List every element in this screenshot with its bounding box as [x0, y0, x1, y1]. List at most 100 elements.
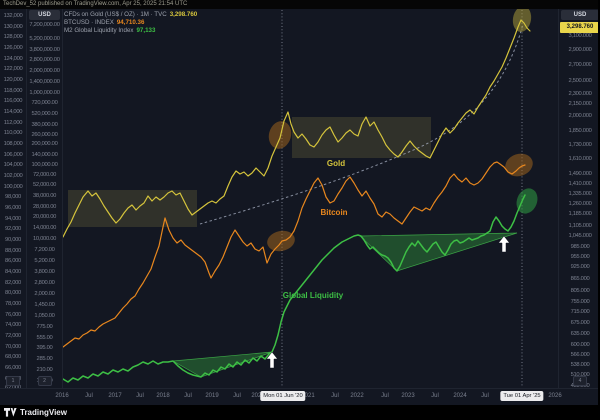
time-tick-label: Jul: [331, 393, 339, 399]
axis-tick-label: 74,000: [5, 321, 21, 328]
axis-tick-label: 3,100.000: [568, 32, 592, 39]
axis-tick-label: 715.000: [570, 308, 590, 315]
legend-row[interactable]: M2 Global Liquidity Index 97,133: [64, 27, 197, 35]
gold-series-line[interactable]: [63, 19, 531, 238]
global-liquidity-series-line[interactable]: [63, 194, 526, 383]
axis-tick-label: 100,000.00: [31, 161, 58, 168]
axis-tick-label: 675.000: [570, 319, 590, 326]
axis-tick-label: 2,500.000: [568, 77, 592, 84]
ellipse-highlight-annotation[interactable]: [502, 150, 535, 180]
axis-right[interactable]: USD 3,298.760 3,100.000 2,900.000 2,700.00…: [558, 9, 600, 388]
axis-tick-label: 116,000: [3, 97, 23, 104]
axis-tick-label: 120,000: [3, 76, 23, 83]
axis-tick-label: 520,000.00: [31, 110, 58, 117]
axis-tick-label: 395.00: [36, 344, 53, 351]
axis-tick-label: 5,200.00: [34, 257, 55, 264]
axis-tick-label: 86,000: [5, 257, 21, 264]
legend-symbol-title: BTCUSD · INDEX: [64, 19, 114, 26]
axis-tick-label: 2,800.00: [34, 279, 55, 286]
axis-tick-label: 260,000.00: [31, 131, 58, 138]
axis-tick-label: 88,000: [5, 247, 21, 254]
axis-tick-label: 5,200,000.00: [29, 35, 60, 42]
up-arrow-annotation[interactable]: [265, 351, 279, 369]
curved-trendline-annotation[interactable]: [199, 23, 524, 225]
axis-tick-label: 1,045.000: [568, 232, 592, 239]
axis-tick-label: 76,000: [5, 311, 21, 318]
pennant-triangle-annotation[interactable]: [359, 232, 518, 272]
time-tick-label: 2018: [156, 393, 170, 399]
axis-tick-label: 775.00: [36, 323, 53, 330]
axis-tick-label: 84,000: [5, 268, 21, 275]
time-tick-label: 2026: [548, 393, 562, 399]
scale-toggle-button[interactable]: 1: [6, 376, 20, 386]
bitcoin-series-line[interactable]: [63, 161, 526, 348]
plot-svg[interactable]: Gold Bitcoin Global Liquidity: [63, 9, 557, 388]
ellipse-highlight-annotation[interactable]: [266, 119, 294, 152]
date-marker-label: Mon 01 Jun '20: [260, 391, 306, 401]
time-tick-label: 2021: [301, 393, 315, 399]
axis-tick-label: 82,000: [5, 279, 21, 286]
chart-area[interactable]: 132,000 130,000 128,000 126,000 124,000 122,0…: [0, 9, 600, 406]
axis-tick-label: 3,800,000.00: [29, 46, 60, 53]
time-tick-label: Jul: [184, 393, 192, 399]
highlight-box-annotation[interactable]: [68, 190, 197, 227]
axis-left-outer[interactable]: 132,000 130,000 128,000 126,000 124,000 122,0…: [0, 9, 27, 388]
series-label-global-liquidity: Global Liquidity: [283, 291, 344, 300]
axis-tick-label: 3,800.00: [34, 268, 55, 275]
axis-tick-label: 102,000: [3, 172, 23, 179]
legend-row[interactable]: CFDs on Gold (US$ / OZ) · 1M · TVC 3,298.…: [64, 11, 197, 19]
axis-tick-label: 7,200,000.00: [29, 21, 60, 28]
axis-tick-label: 104,000: [3, 161, 23, 168]
bottom-bar: TradingView: [0, 405, 600, 420]
publish-bar: TechDev_52 published on TradingView.com,…: [0, 0, 600, 9]
tradingview-logo[interactable]: TradingView: [0, 405, 600, 417]
axis-tick-label: 538.000: [570, 361, 590, 368]
pennant-triangle-annotation[interactable]: [171, 351, 273, 378]
axis-tick-label: 600.000: [570, 341, 590, 348]
axis-tick-label: 380,000.00: [31, 121, 58, 128]
axis-currency-label: USD: [29, 10, 60, 20]
time-tick-label: 2024: [453, 393, 467, 399]
axis-tick-label: 28,000.00: [32, 203, 57, 210]
axis-tick-label: 1,730.000: [568, 141, 592, 148]
screen-edge: [598, 0, 600, 420]
axis-tick-label: 2,000.00: [34, 290, 55, 297]
axis-tick-label: 2,000.000: [568, 112, 592, 119]
legend-symbol-title: CFDs on Gold (US$ / OZ) · 1M · TVC: [64, 11, 167, 18]
ellipse-highlight-annotation[interactable]: [513, 185, 541, 217]
axis-tick-label: 62,000: [5, 384, 21, 389]
axis-tick-label: 78,000: [5, 300, 21, 307]
axis-tick-label: 1,400,000.00: [29, 78, 60, 85]
time-axis[interactable]: 2016 Jul 2017 Jul 2018 Jul 2019 Jul 2020 2021 Jul 2…: [0, 388, 600, 406]
ellipse-highlight-annotation[interactable]: [265, 228, 297, 253]
axis-tick-label: 10,000.00: [32, 235, 57, 242]
axis-tick-label: 130,000: [3, 23, 23, 30]
axis-tick-label: 2,800,000.00: [29, 56, 60, 63]
axis-tick-label: 1,000,000.00: [29, 89, 60, 96]
axis-tick-label: 96,000: [5, 204, 21, 211]
tradingview-logo-text: TradingView: [20, 408, 67, 417]
axis-left-inner[interactable]: USD 7,200,000.00 5,200,000.00 3,800,000.00…: [27, 9, 63, 388]
axis-tick-label: 2,150.000: [568, 100, 592, 107]
last-price-label: 3,298.760: [560, 22, 600, 33]
axis-tick-label: 132,000: [3, 12, 23, 19]
time-tick-label: 2023: [401, 393, 415, 399]
ellipse-highlight-annotation[interactable]: [511, 9, 533, 33]
scale-toggle-button[interactable]: 2: [37, 376, 52, 386]
axis-tick-label: 210.00: [36, 366, 53, 373]
legend-row[interactable]: BTCUSD · INDEX 94,710.36: [64, 19, 197, 27]
axis-tick-label: 1,610.000: [568, 155, 592, 162]
up-arrow-annotation[interactable]: [497, 235, 511, 253]
scale-toggle-button[interactable]: 4: [573, 376, 587, 386]
axis-tick-label: 66,000: [5, 364, 21, 371]
time-tick-label: Jul: [85, 393, 93, 399]
axis-tick-label: 1,335.000: [568, 190, 592, 197]
axis-tick-label: 70,000: [5, 343, 21, 350]
axis-tick-label: 92,000: [5, 225, 21, 232]
axis-tick-label: 14,000.00: [32, 224, 57, 231]
axis-tick-label: 90,000: [5, 236, 21, 243]
time-tick-label: 2022: [350, 393, 364, 399]
axis-tick-label: 1,450.00: [34, 301, 55, 308]
axis-tick-label: 985.000: [570, 243, 590, 250]
axis-tick-label: 128,000: [3, 33, 23, 40]
